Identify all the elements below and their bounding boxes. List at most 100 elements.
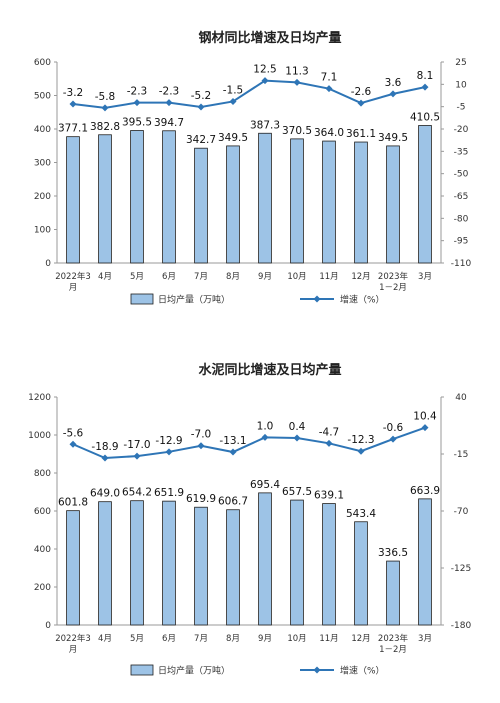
cement-category-label: 8月 [226,634,240,644]
steel-growth-point [389,90,397,98]
steel-growth-value-label: -2.3 [127,86,148,98]
steel-bar [98,134,112,264]
steel-growth-value-label: 7.1 [321,72,338,84]
cement-bar-value-label: 601.8 [58,497,88,509]
steel-growth-point [421,83,429,91]
steel-bar [194,147,208,264]
steel-right-tick-label: -110 [451,259,472,269]
cement-growth-point [261,433,269,441]
steel-growth-value-label: 11.3 [285,65,308,77]
cement-category-label: 11月 [319,634,338,644]
cement-category-label: 2023年 1－2月 [378,633,409,655]
cement-bar [418,498,432,626]
cement-left-tick-label: 1200 [28,393,51,403]
steel-category-label: 11月 [319,272,338,282]
cement-growth-value-label: -12.3 [347,434,374,446]
steel-category-label: 9月 [258,272,272,282]
steel-growth-point [133,99,141,107]
steel-category-label: 8月 [226,272,240,282]
cement-bar-value-label: 695.4 [250,479,280,491]
steel-legend-line-marker [313,295,321,303]
steel-right-tick-label: -35 [454,147,469,157]
cement-category-label: 12月 [351,634,370,644]
steel-growth-point [293,78,301,86]
steel-category-label: 2022年3 月 [55,271,91,293]
cement-growth-value-label: -0.6 [383,422,404,434]
cement-right-tick-label: -180 [451,621,472,631]
steel-category-label: 10月 [287,272,306,282]
steel-legend-bar-label: 日均产量（万吨） [158,294,230,306]
cement-growth-value-label: 10.4 [413,411,437,423]
cement-bar [130,500,144,626]
cement-bar-value-label: 619.9 [186,493,216,505]
steel-growth-point [229,97,237,105]
cement-growth-value-label: -5.6 [63,427,84,439]
cement-legend-line-marker [313,666,321,674]
cement-growth-point [421,424,429,432]
steel-category-label: 3月 [418,272,432,282]
cement-category-label: 2022年3 月 [55,633,91,655]
steel-growth-point [325,85,333,93]
steel-bar [322,140,336,264]
cement-growth-value-label: -18.9 [91,441,118,453]
steel-growth-point [261,77,269,85]
steel-category-label: 5月 [130,272,144,282]
steel-bar-value-label: 377.1 [58,123,88,135]
cement-category-label: 9月 [258,634,272,644]
steel-bar-value-label: 395.5 [122,117,152,129]
cement-category-label: 4月 [98,634,112,644]
cement-legend-bar-label: 日均产量（万吨） [158,665,230,677]
cement-growth-value-label: -4.7 [319,426,340,438]
cement-bar [98,501,112,626]
cement-right-tick-label: -70 [454,507,469,517]
steel-growth-point [357,99,365,107]
cement-growth-point [357,447,365,455]
steel-growth-point [101,104,109,112]
cement-bar [322,503,336,626]
steel-category-label: 4月 [98,272,112,282]
cement-chart: 水泥同比增速及日均产量 0 200 400 600 800 1000 1200 40 -15 -70… [0,352,500,703]
cement-right-tick-label: 40 [455,393,467,403]
cement-right-tick-label: -15 [454,450,469,460]
steel-left-tick-label: 200 [34,192,51,202]
steel-bar-value-label: 370.5 [282,125,312,137]
steel-bar [354,141,368,264]
steel-growth-value-label: 8.1 [417,70,434,82]
steel-growth-value-label: -3.2 [63,87,84,99]
cement-left-tick-label: 400 [34,545,51,555]
steel-bar [226,145,240,264]
steel-growth-point [197,103,205,111]
steel-category-label: 12月 [351,272,370,282]
cement-right-tick-label: -125 [451,564,471,574]
cement-bar [162,500,176,626]
cement-growth-value-label: -12.9 [155,435,182,447]
cement-left-tick-label: 1000 [28,431,51,441]
cement-legend-line-label: 增速（%） [340,665,385,677]
steel-bar-value-label: 410.5 [410,111,440,123]
cement-bar [290,499,304,626]
cement-growth-value-label: 0.4 [289,421,306,433]
steel-growth-value-label: -2.3 [159,86,180,98]
cement-bar-value-label: 336.5 [378,547,408,559]
steel-chart-title: 钢材同比增速及日均产量 [198,30,341,46]
steel-category-label: 6月 [162,272,176,282]
cement-growth-point [293,434,301,442]
cement-left-tick-label: 200 [34,583,51,593]
cement-growth-point [389,435,397,443]
steel-right-tick-label: -65 [454,192,469,202]
steel-growth-value-label: 3.6 [385,77,402,89]
steel-left-tick-label: 600 [34,58,51,68]
steel-left-tick-label: 0 [45,259,51,269]
cement-bar-value-label: 639.1 [314,490,344,502]
cement-chart-title: 水泥同比增速及日均产量 [198,362,341,378]
steel-left-tick-label: 500 [34,92,51,102]
cement-category-label: 3月 [418,634,432,644]
steel-bar [386,145,400,264]
cement-category-label: 6月 [162,634,176,644]
steel-growth-value-label: 12.5 [253,64,276,76]
cement-bar-value-label: 657.5 [282,486,312,498]
steel-growth-value-label: -1.5 [223,84,244,96]
cement-bar-value-label: 543.4 [346,508,376,520]
steel-right-tick-label: -95 [454,237,469,247]
cement-growth-point [165,448,173,456]
